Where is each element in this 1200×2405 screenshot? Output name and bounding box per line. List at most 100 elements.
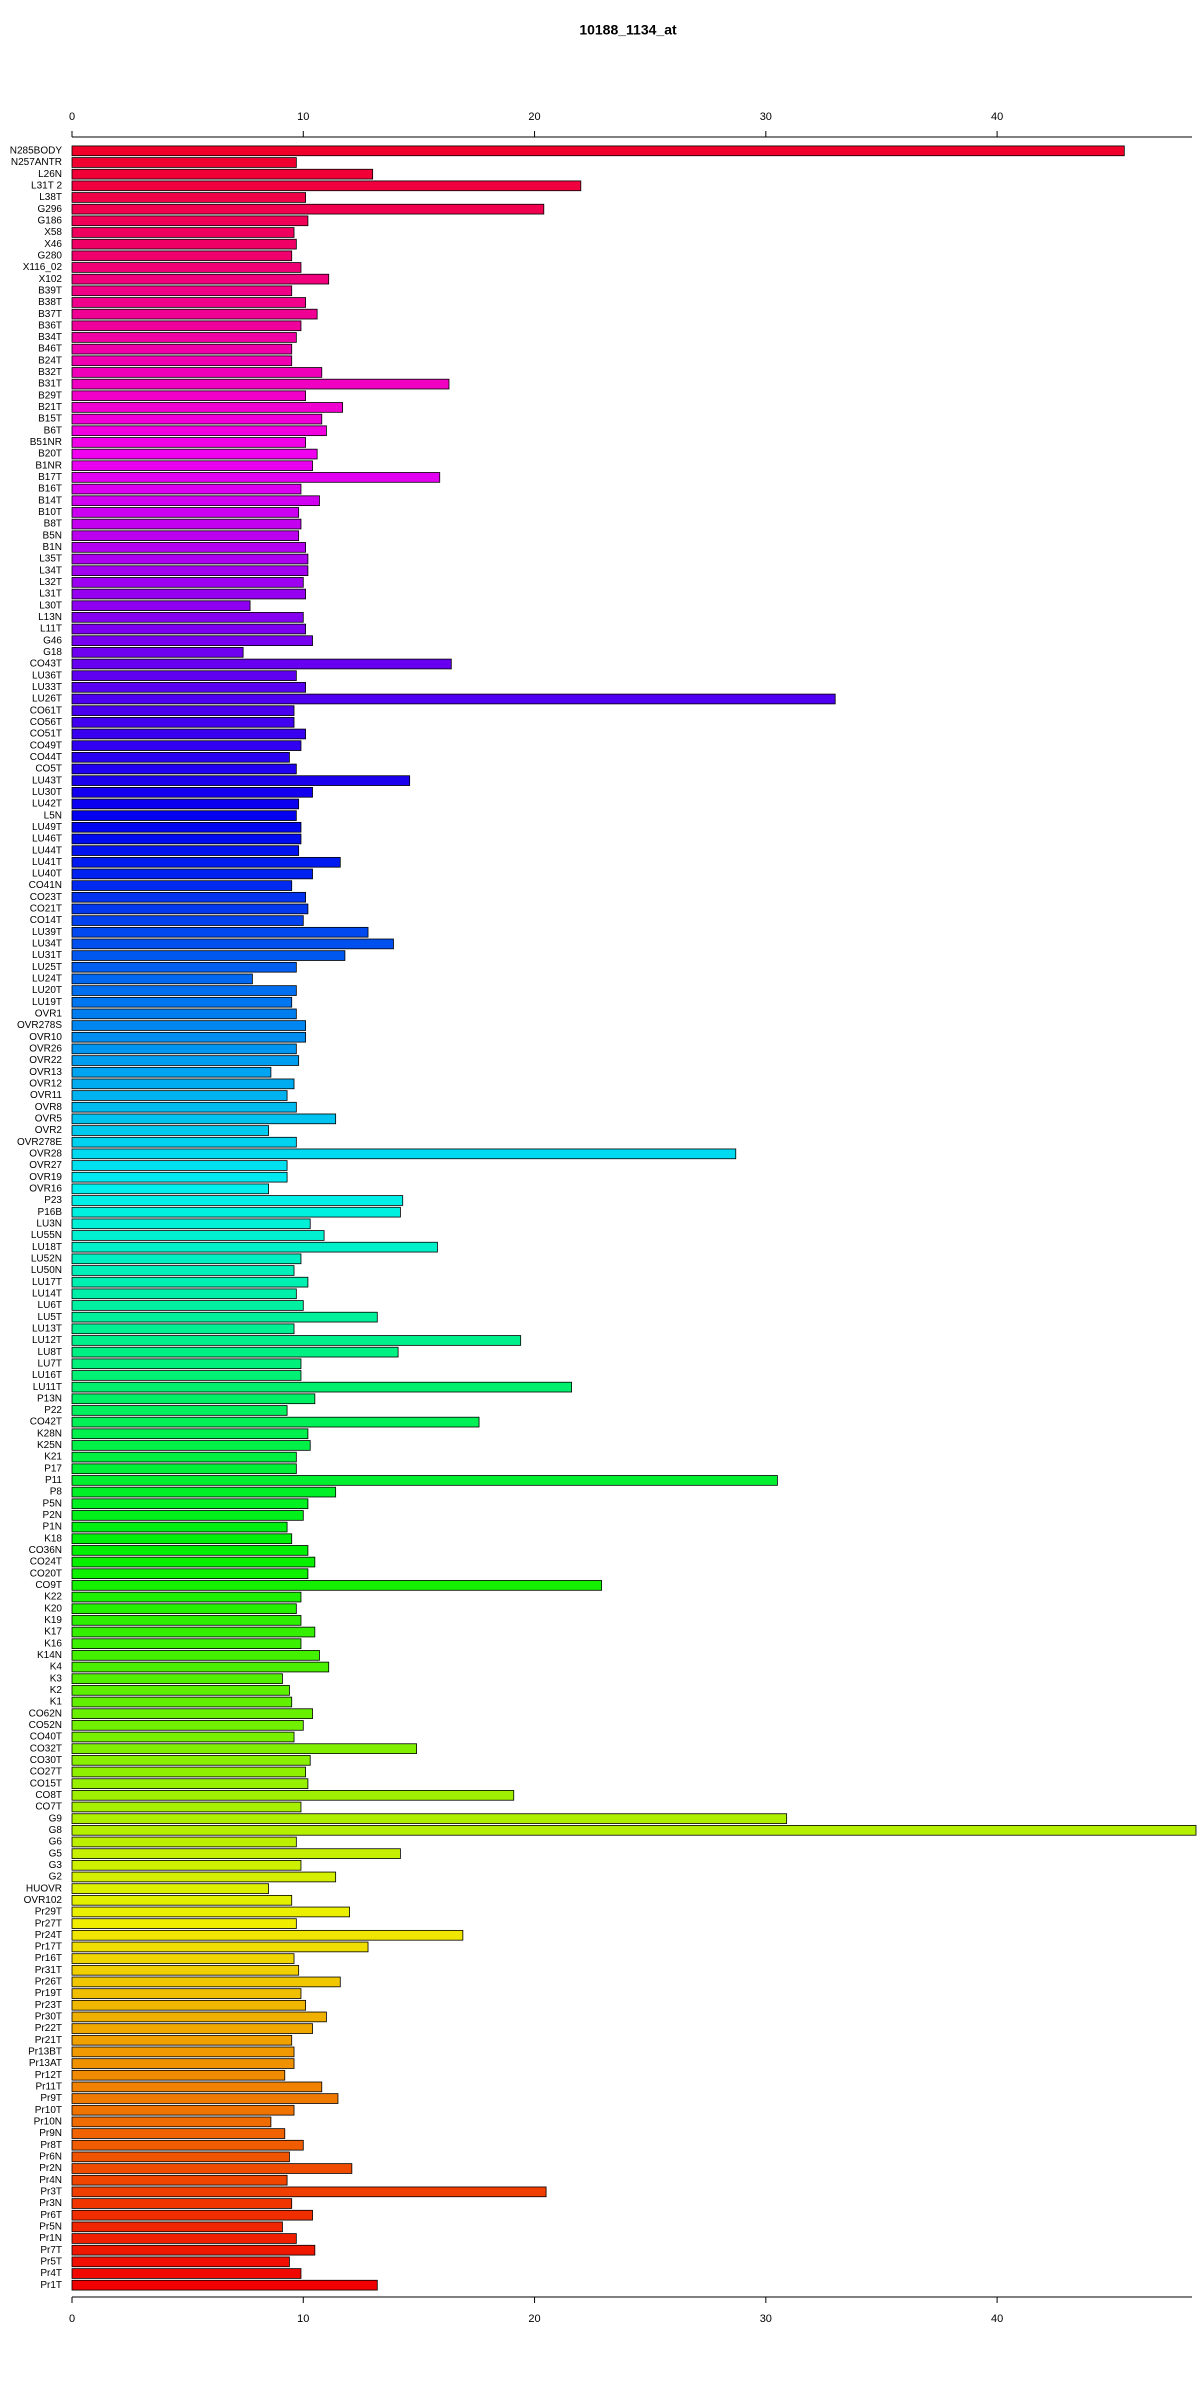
y-tick-label: LU7T <box>38 1358 62 1369</box>
bar <box>71 1603 297 1615</box>
y-tick-label: LU31T <box>32 950 62 961</box>
bar <box>71 285 293 297</box>
y-tick-label: X58 <box>44 227 62 238</box>
y-tick-label: B34T <box>38 332 62 343</box>
y-tick-label: Pr29T <box>35 1907 62 1918</box>
y-tick-label: K17 <box>44 1627 62 1638</box>
bar <box>71 926 369 938</box>
bar <box>71 1486 337 1498</box>
bar <box>71 1860 302 1871</box>
bar <box>71 1218 311 1230</box>
bar <box>71 1055 300 1066</box>
bar <box>71 2209 313 2221</box>
bar <box>71 250 293 262</box>
bar <box>71 145 1125 157</box>
bar <box>71 390 306 402</box>
bar <box>71 1545 309 1556</box>
y-tick-label: LU19T <box>32 997 62 1008</box>
bar <box>71 752 290 763</box>
y-tick-label: OVR278S <box>17 1020 62 1031</box>
bar <box>71 2081 323 2093</box>
y-tick-label: Pr4T <box>40 2268 62 2279</box>
bar <box>71 938 394 950</box>
y-tick-label: Pr12T <box>35 2070 62 2081</box>
bar <box>71 1078 295 1090</box>
bar <box>71 425 327 437</box>
y-tick-label: LU52N <box>31 1253 62 1264</box>
y-tick-label: Pr13BT <box>28 2047 62 2058</box>
bar <box>71 2186 547 2198</box>
bar <box>71 1731 295 1743</box>
bar <box>71 635 313 646</box>
y-tick-label: CO43T <box>30 659 62 670</box>
bar <box>71 1113 337 1125</box>
bar <box>71 1953 295 1964</box>
bar <box>71 168 374 180</box>
bar <box>71 1894 293 1906</box>
y-tick-label: L32T <box>39 577 62 588</box>
y-tick-label: P17 <box>44 1463 62 1474</box>
bar <box>71 1976 341 1988</box>
y-tick-label: OVR26 <box>29 1044 62 1055</box>
y-tick-label: LU36T <box>32 670 62 681</box>
y-tick-label: CO30T <box>30 1755 62 1766</box>
y-tick-label: L38T <box>39 192 62 203</box>
y-tick-label: CO56T <box>30 717 62 728</box>
bar <box>71 903 309 915</box>
bar <box>71 507 300 518</box>
y-tick-label: Pr30T <box>35 2012 62 2023</box>
y-tick-label: OVR13 <box>29 1067 62 1078</box>
x-tick-label: 20 <box>528 111 540 123</box>
y-tick-label: Pr13AT <box>29 2058 62 2069</box>
y-tick-label: CO5T <box>35 764 62 775</box>
y-tick-label: B21T <box>38 402 62 413</box>
y-tick-label: K3 <box>50 1673 63 1684</box>
y-tick-label: OVR27 <box>29 1160 62 1171</box>
y-tick-label: LU14T <box>32 1288 62 1299</box>
y-tick-label: CO20T <box>30 1568 62 1579</box>
bar <box>71 1906 350 1918</box>
y-tick-label: CO62N <box>29 1708 62 1719</box>
bar <box>71 2221 283 2233</box>
bar <box>71 1766 306 1778</box>
y-tick-label: Pr1T <box>40 2280 62 2291</box>
bar <box>71 1346 399 1358</box>
bar <box>71 1650 320 1661</box>
y-tick-label: LU20T <box>32 985 62 996</box>
y-tick-label: OVR19 <box>29 1172 62 1183</box>
y-tick-label: G186 <box>38 215 63 226</box>
y-tick-label: L11T <box>40 624 62 635</box>
y-tick-label: Pr26T <box>35 1977 62 1988</box>
y-tick-label: CO23T <box>30 892 62 903</box>
y-tick-label: CO21T <box>30 904 62 915</box>
y-tick-label: L26N <box>38 169 62 180</box>
bar <box>71 2233 297 2244</box>
bar <box>71 1836 297 1848</box>
bar <box>71 1136 297 1148</box>
y-tick-label: Pr6N <box>39 2152 62 2163</box>
y-tick-label: OVR1 <box>35 1009 63 1020</box>
y-tick-label: CO32T <box>30 1743 62 1754</box>
bar <box>71 1696 293 1708</box>
y-tick-label: Pr5T <box>40 2256 62 2267</box>
bar <box>71 821 302 833</box>
bar <box>71 1276 309 1288</box>
bar <box>71 448 318 460</box>
y-tick-label: B15T <box>38 414 62 425</box>
bar <box>71 1206 401 1218</box>
bar <box>71 1533 293 1545</box>
bar <box>71 1020 306 1031</box>
bar <box>71 1381 572 1393</box>
bar <box>71 1988 302 1999</box>
y-tick-label: CO14T <box>30 915 62 926</box>
y-tick-label: LU49T <box>32 822 62 833</box>
y-tick-label: P22 <box>44 1405 62 1416</box>
x-tick-label: 30 <box>760 111 772 123</box>
y-tick-label: P16B <box>38 1207 63 1218</box>
bar <box>71 2104 295 2116</box>
y-tick-label: G296 <box>38 204 63 215</box>
y-tick-label: LU16T <box>32 1370 62 1381</box>
bar <box>71 1626 316 1638</box>
bar <box>71 1498 309 1510</box>
bar <box>71 1871 337 1883</box>
